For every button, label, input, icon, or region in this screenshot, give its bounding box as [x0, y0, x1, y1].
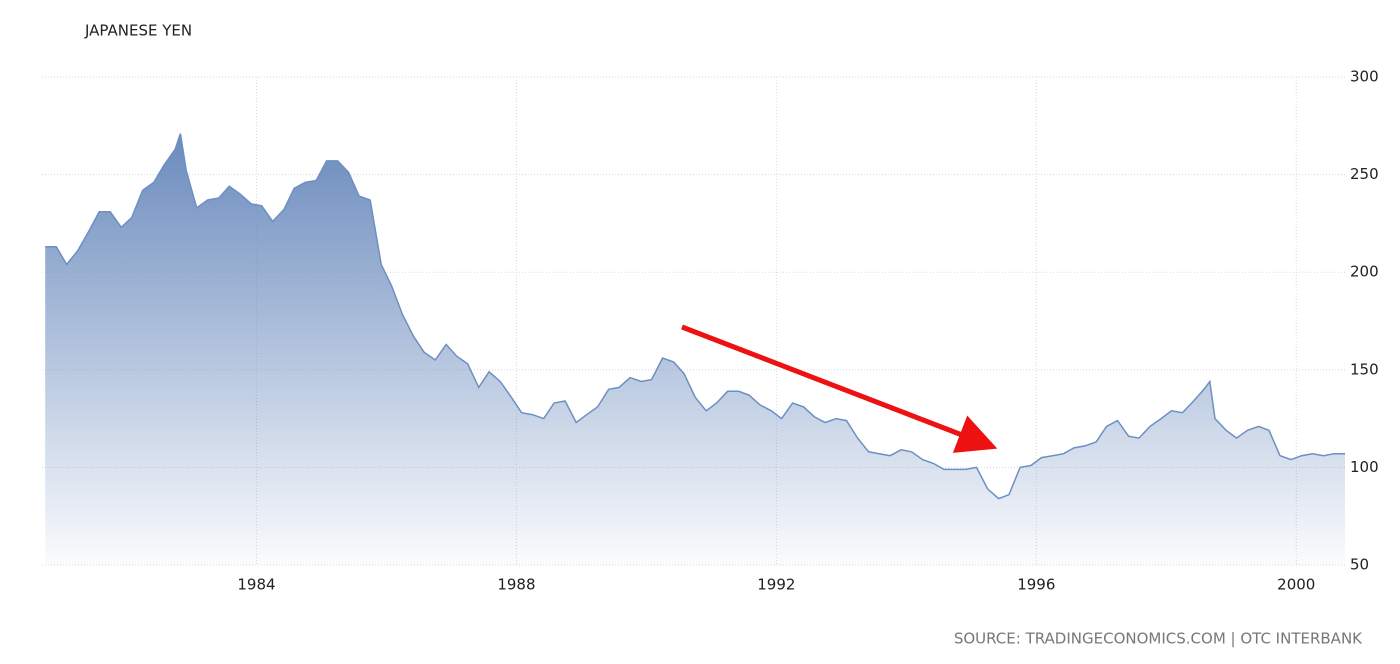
area	[45, 133, 1346, 565]
y-tick-label: 300	[1350, 68, 1379, 86]
y-tick-label: 250	[1350, 165, 1379, 183]
arrow	[681, 324, 998, 453]
y-tick-label: 200	[1350, 263, 1379, 281]
line	[45, 133, 1345, 500]
x-tick-label: 1992	[757, 576, 795, 594]
x-tick-label: 2000	[1277, 576, 1315, 594]
x-tick-label: 1996	[1017, 576, 1055, 594]
x-tick-label: 1984	[237, 576, 275, 594]
y-tick-label: 150	[1350, 360, 1379, 378]
source: SOURCE: TRADINGECONOMICS.COM | OTC INTER…	[954, 630, 1363, 648]
chart-title: JAPANESE YEN	[84, 22, 192, 40]
y-tick-label: 50	[1350, 556, 1369, 574]
y-tick-label: 100	[1350, 458, 1379, 476]
x-tick-label: 1988	[497, 576, 535, 594]
